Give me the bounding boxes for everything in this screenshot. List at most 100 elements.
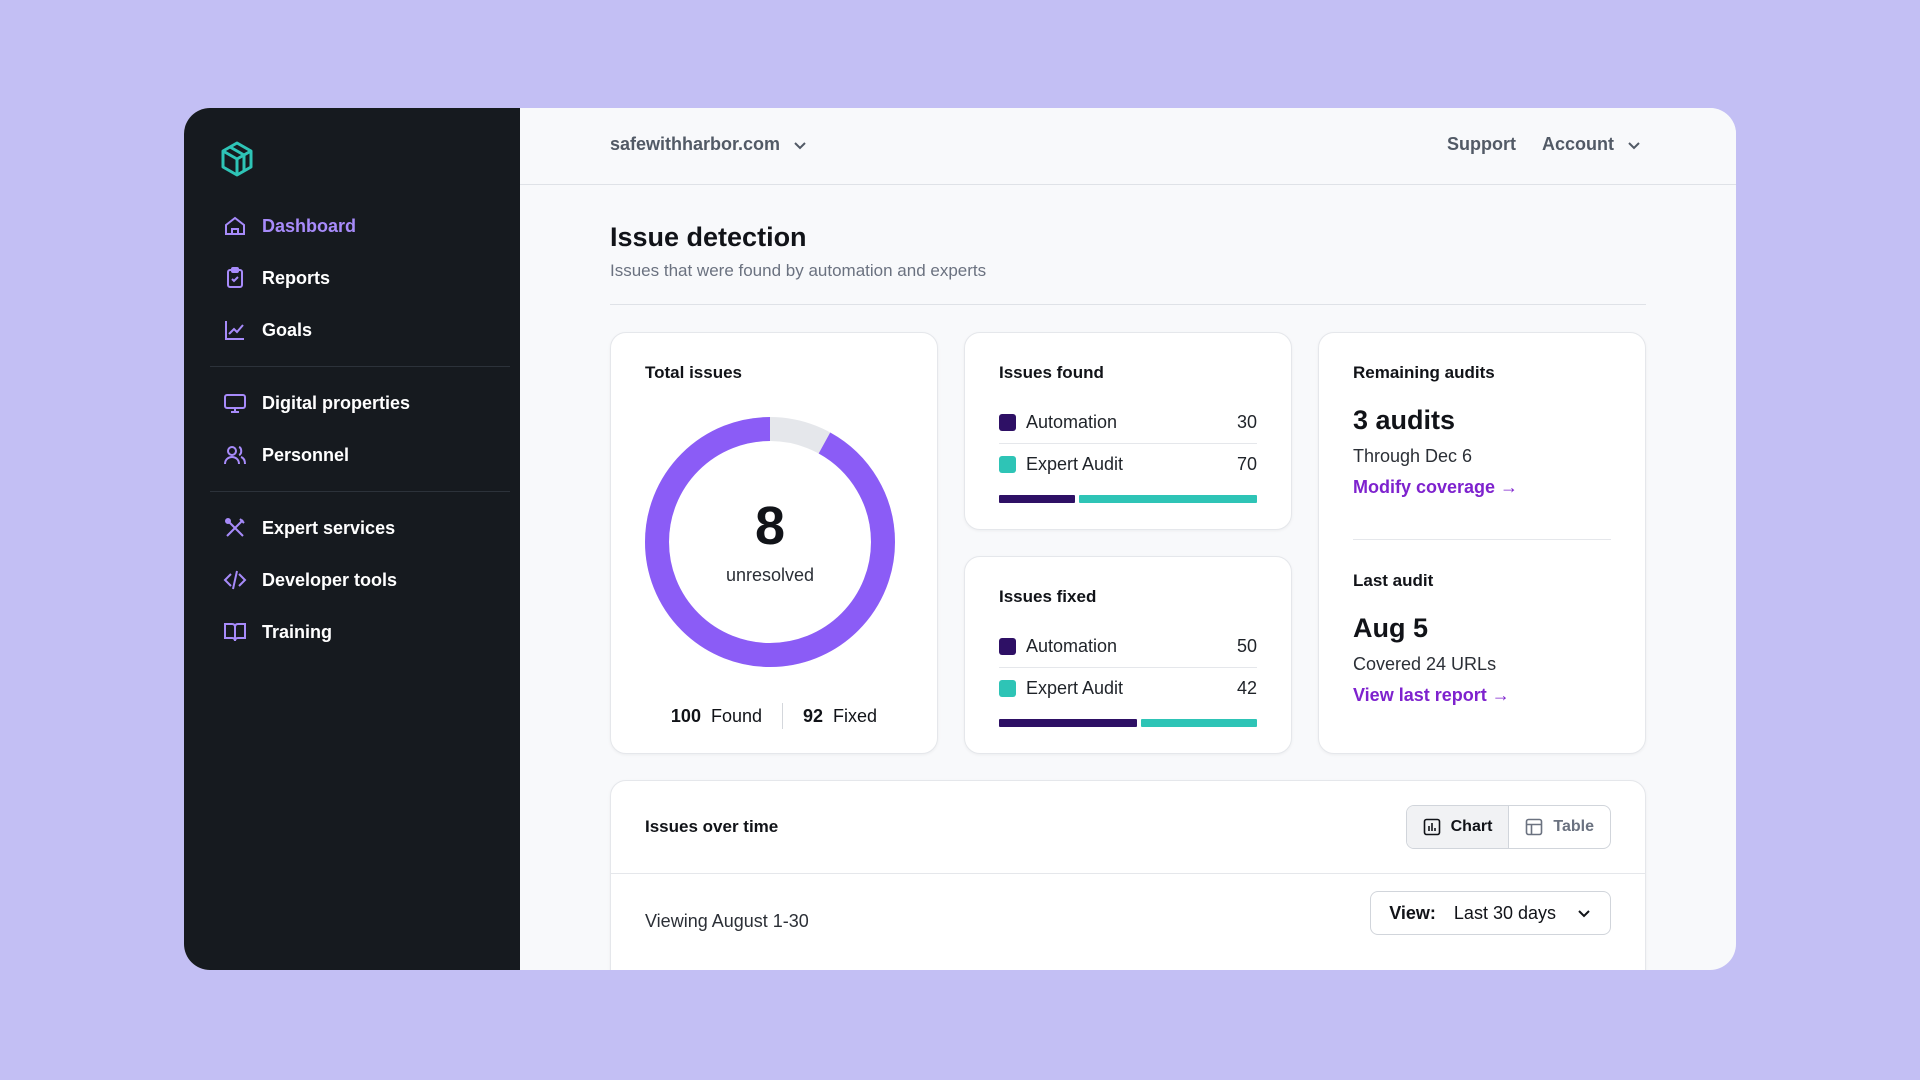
chart-table-toggle: Chart Table: [1405, 805, 1611, 849]
card-title: Remaining audits: [1353, 363, 1495, 382]
modify-coverage-link[interactable]: Modify coverage →: [1353, 477, 1519, 497]
sidebar-item-label: Dashboard: [262, 215, 357, 236]
remaining-audits-count: 3 audits: [1353, 405, 1456, 435]
card-title: Total issues: [645, 363, 742, 382]
sidebar-item-personnel[interactable]: Personnel: [210, 429, 510, 481]
sidebar-item-label: Expert services: [262, 517, 396, 538]
chart-toggle-label: Chart: [1450, 818, 1493, 835]
view-range-select[interactable]: View: Last 30 days: [1370, 891, 1611, 935]
account-menu[interactable]: Account: [1542, 134, 1642, 155]
totals-divider: [782, 703, 784, 729]
app-window: Dashboard Reports Goals Digital properti: [184, 108, 1736, 970]
monitor-icon: [222, 390, 248, 416]
view-value: Last 30 days: [1453, 902, 1556, 923]
viewing-range-label: Viewing August 1-30: [645, 911, 809, 931]
issues-found-legend: Automation 30 Expert Audit 70: [999, 401, 1257, 485]
donut-fixed-arc: [645, 417, 895, 667]
donut-center: 8 unresolved: [645, 417, 895, 667]
unresolved-count: 8: [754, 495, 786, 556]
sidebar-divider: [210, 366, 510, 367]
issues-fixed-card: Issues fixed Automation 50 Expert Audit …: [964, 556, 1292, 754]
remaining-audits-through: Through Dec 6: [1353, 446, 1473, 466]
issues-fixed-legend: Automation 50 Expert Audit 42: [999, 625, 1257, 709]
clipboard-check-icon: [222, 265, 248, 291]
legend-value: 30: [1236, 411, 1257, 432]
chevron-down-icon: [1578, 910, 1590, 918]
card-title: Issues fixed: [999, 587, 1097, 606]
legend-value: 50: [1236, 635, 1257, 656]
legend-row-expert-audit: Expert Audit 42: [999, 667, 1257, 709]
last-audit-date: Aug 5: [1353, 613, 1429, 643]
last-audit-section: Last audit Aug 5 Covered 24 URLs View la…: [1353, 571, 1611, 706]
page-subtitle: Issues that were found by automation and…: [610, 261, 987, 280]
view-prefix: View:: [1389, 902, 1436, 923]
sidebar-item-expert-services[interactable]: Expert services: [210, 502, 510, 554]
topbar: safewithharbor.com Support Account: [520, 108, 1736, 185]
sidebar-item-digital-properties[interactable]: Digital properties: [210, 377, 510, 429]
legend-label: Expert Audit: [1026, 454, 1124, 474]
automation-segment: [999, 495, 1076, 503]
heading-divider: [610, 304, 1646, 305]
legend-row-automation: Automation 50: [999, 625, 1257, 667]
found-label: Found: [710, 705, 763, 726]
sidebar-item-label: Goals: [262, 319, 313, 340]
sidebar-item-training[interactable]: Training: [210, 606, 510, 658]
sidebar-divider: [210, 491, 510, 492]
table-icon: [1526, 818, 1543, 836]
automation-segment: [999, 719, 1138, 727]
legend-label: Automation: [1026, 635, 1118, 656]
last-audit-covered: Covered 24 URLs: [1353, 654, 1497, 674]
legend-row-expert-audit: Expert Audit 70: [999, 443, 1257, 485]
page-title: Issue detection: [610, 222, 807, 252]
chevron-down-icon: [794, 141, 806, 149]
found-count: 100: [670, 705, 701, 726]
main-content: safewithharbor.com Support Account Issue…: [520, 108, 1736, 970]
sidebar-nav: Dashboard Reports Goals Digital properti: [210, 200, 510, 658]
automation-swatch: [999, 413, 1016, 431]
issues-found-bar: [999, 495, 1257, 503]
site-selector-label: safewithharbor.com: [610, 134, 781, 154]
sidebar-item-label: Digital properties: [262, 392, 411, 413]
view-last-report-link[interactable]: View last report →: [1353, 685, 1510, 705]
expert-audit-segment: [1141, 719, 1257, 727]
issues-over-time-card: Issues over time Chart Table Viewing Aug…: [610, 780, 1646, 970]
support-link[interactable]: Support: [1447, 134, 1516, 155]
tools-icon: [222, 515, 248, 541]
card-title: Issues over time: [645, 817, 779, 836]
sidebar-item-dashboard[interactable]: Dashboard: [210, 200, 510, 252]
legend-value: 70: [1236, 454, 1257, 474]
issues-found-card: Issues found Automation 30 Expert Audit …: [964, 332, 1292, 530]
site-selector[interactable]: safewithharbor.com: [610, 134, 808, 155]
expert-audit-swatch: [999, 680, 1016, 697]
sidebar-item-goals[interactable]: Goals: [210, 304, 510, 356]
code-icon: [222, 567, 248, 593]
issues-fixed-bar: [999, 719, 1257, 727]
expert-audit-swatch: [999, 456, 1016, 473]
automation-swatch: [999, 637, 1016, 655]
sidebar-item-label: Training: [262, 621, 333, 642]
harbor-logo-icon[interactable]: [218, 140, 256, 178]
top-links: Support Account: [1421, 134, 1642, 155]
legend-label: Expert Audit: [1026, 678, 1124, 698]
support-label: Support: [1447, 134, 1516, 154]
table-toggle-label: Table: [1553, 818, 1594, 835]
account-label: Account: [1542, 134, 1614, 154]
card-title: Last audit: [1353, 571, 1434, 590]
fixed-count: 92: [803, 705, 824, 726]
issues-donut-chart: [645, 417, 895, 667]
sidebar-item-developer-tools[interactable]: Developer tools: [210, 554, 510, 606]
sidebar-item-reports[interactable]: Reports: [210, 252, 510, 304]
chart-toggle-button[interactable]: Chart: [1406, 806, 1510, 848]
sidebar-item-label: Personnel: [262, 444, 350, 465]
expert-audit-segment: [1079, 495, 1257, 503]
table-toggle-button[interactable]: Table: [1509, 806, 1610, 848]
legend-value: 42: [1236, 678, 1257, 698]
sidebar-item-label: Developer tools: [262, 569, 398, 590]
home-icon: [222, 213, 248, 239]
remaining-audits-section: Remaining audits 3 audits Through Dec 6 …: [1353, 363, 1611, 498]
users-icon: [222, 442, 248, 468]
trending-up-icon: [222, 317, 248, 343]
unresolved-label: unresolved: [725, 564, 815, 585]
book-icon: [222, 619, 248, 645]
audits-divider: [1353, 539, 1611, 540]
